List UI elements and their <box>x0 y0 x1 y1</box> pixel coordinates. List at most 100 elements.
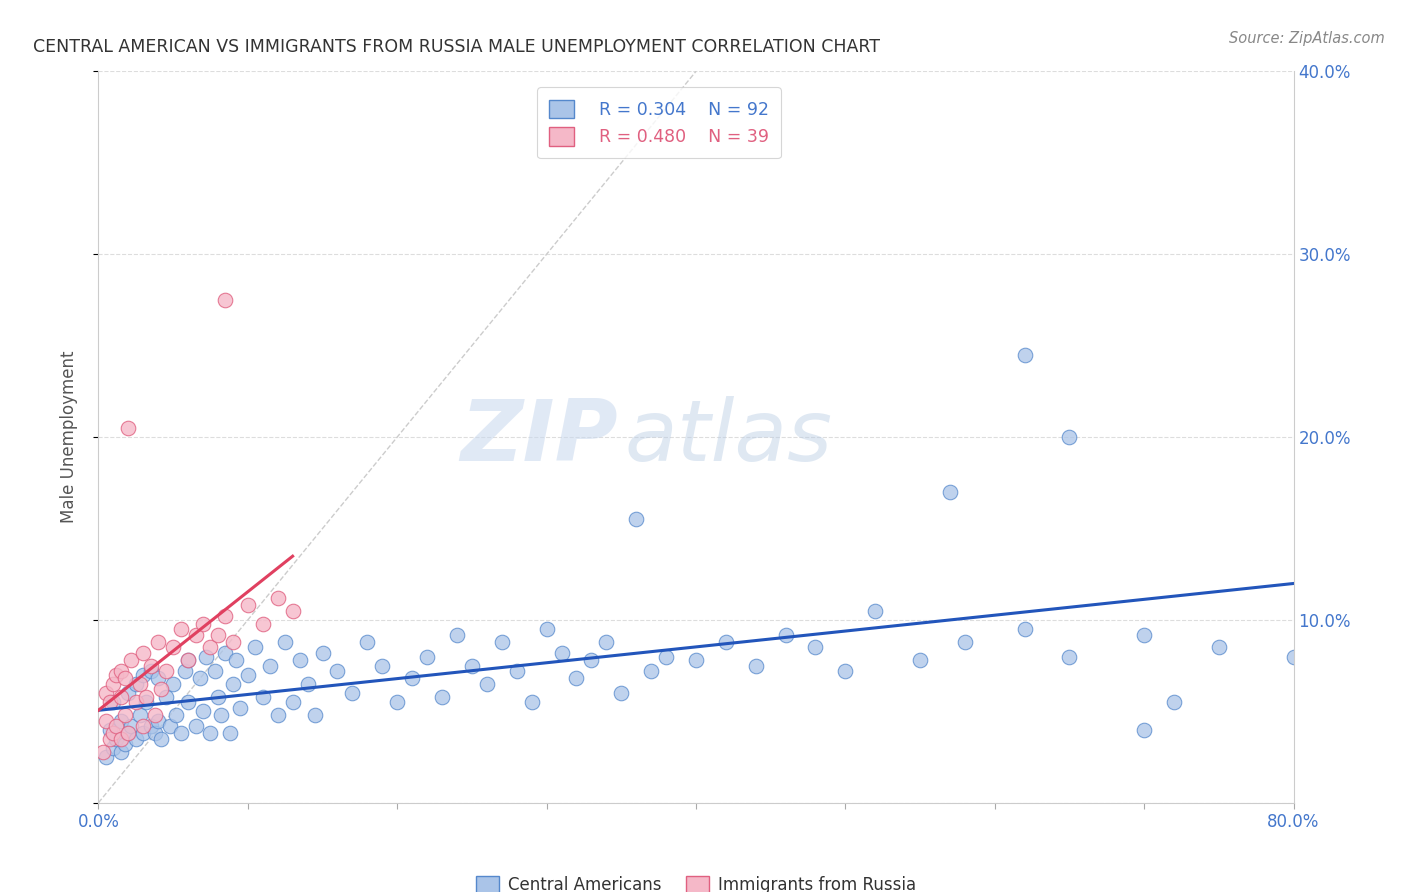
Point <box>184 627 207 641</box>
Point <box>804 640 827 655</box>
Point <box>129 677 152 691</box>
Point <box>775 627 797 641</box>
Point <box>177 653 200 667</box>
Point <box>229 700 252 714</box>
Point <box>125 695 148 709</box>
Point <box>148 714 170 728</box>
Point <box>150 682 173 697</box>
Point <box>520 695 543 709</box>
Point <box>207 690 229 704</box>
Point <box>110 714 132 728</box>
Point <box>281 695 304 709</box>
Point <box>132 719 155 733</box>
Point <box>595 635 617 649</box>
Point <box>865 604 887 618</box>
Point <box>655 649 678 664</box>
Point <box>114 737 136 751</box>
Point <box>356 635 378 649</box>
Point <box>401 672 423 686</box>
Point <box>461 658 484 673</box>
Point <box>245 640 267 655</box>
Point <box>155 690 177 704</box>
Point <box>236 599 259 613</box>
Point <box>110 664 132 678</box>
Point <box>188 672 211 686</box>
Y-axis label: Male Unemployment: Male Unemployment <box>59 351 77 524</box>
Point <box>200 726 222 740</box>
Point <box>214 609 236 624</box>
Point <box>491 635 513 649</box>
Point <box>550 646 572 660</box>
Point <box>98 695 122 709</box>
Point <box>114 708 136 723</box>
Point <box>640 664 662 678</box>
Point <box>105 719 128 733</box>
Point <box>371 658 394 673</box>
Legend: Central Americans, Immigrants from Russia: Central Americans, Immigrants from Russi… <box>470 870 922 892</box>
Point <box>267 591 290 605</box>
Point <box>1014 622 1036 636</box>
Point <box>385 695 409 709</box>
Point <box>110 745 132 759</box>
Point <box>117 686 139 700</box>
Point <box>446 627 468 641</box>
Point <box>125 731 148 746</box>
Point <box>304 708 326 723</box>
Point <box>297 677 319 691</box>
Point <box>200 640 222 655</box>
Point <box>125 677 148 691</box>
Point <box>162 677 184 691</box>
Point <box>148 672 170 686</box>
Point <box>105 731 128 746</box>
Point <box>1282 649 1305 664</box>
Point <box>135 695 157 709</box>
Point <box>150 731 173 746</box>
Point <box>274 635 297 649</box>
Point <box>139 719 162 733</box>
Point <box>165 708 187 723</box>
Point <box>475 677 498 691</box>
Point <box>139 658 162 673</box>
Point <box>120 719 142 733</box>
Point <box>565 672 588 686</box>
Point <box>162 640 184 655</box>
Point <box>430 690 453 704</box>
Point <box>132 726 155 740</box>
Point <box>184 719 207 733</box>
Point <box>214 646 236 660</box>
Point <box>91 745 114 759</box>
Point <box>169 622 191 636</box>
Point <box>281 604 304 618</box>
Point <box>626 512 648 526</box>
Point <box>209 708 232 723</box>
Point <box>225 653 247 667</box>
Point <box>1059 649 1081 664</box>
Point <box>120 653 142 667</box>
Point <box>98 731 122 746</box>
Text: CENTRAL AMERICAN VS IMMIGRANTS FROM RUSSIA MALE UNEMPLOYMENT CORRELATION CHART: CENTRAL AMERICAN VS IMMIGRANTS FROM RUSS… <box>32 38 880 56</box>
Point <box>1163 695 1185 709</box>
Point <box>177 695 200 709</box>
Point <box>98 723 122 737</box>
Point <box>139 664 162 678</box>
Point <box>204 664 226 678</box>
Point <box>1014 348 1036 362</box>
Point <box>506 664 529 678</box>
Point <box>174 664 197 678</box>
Point <box>1208 640 1230 655</box>
Point <box>110 690 132 704</box>
Point <box>953 635 976 649</box>
Point <box>94 750 117 764</box>
Point <box>222 677 245 691</box>
Text: atlas: atlas <box>624 395 832 479</box>
Point <box>148 635 170 649</box>
Point <box>94 714 117 728</box>
Point <box>416 649 439 664</box>
Point <box>155 664 177 678</box>
Point <box>105 667 128 681</box>
Point <box>1059 430 1081 444</box>
Point <box>117 726 139 740</box>
Point <box>342 686 364 700</box>
Point <box>326 664 349 678</box>
Point <box>745 658 768 673</box>
